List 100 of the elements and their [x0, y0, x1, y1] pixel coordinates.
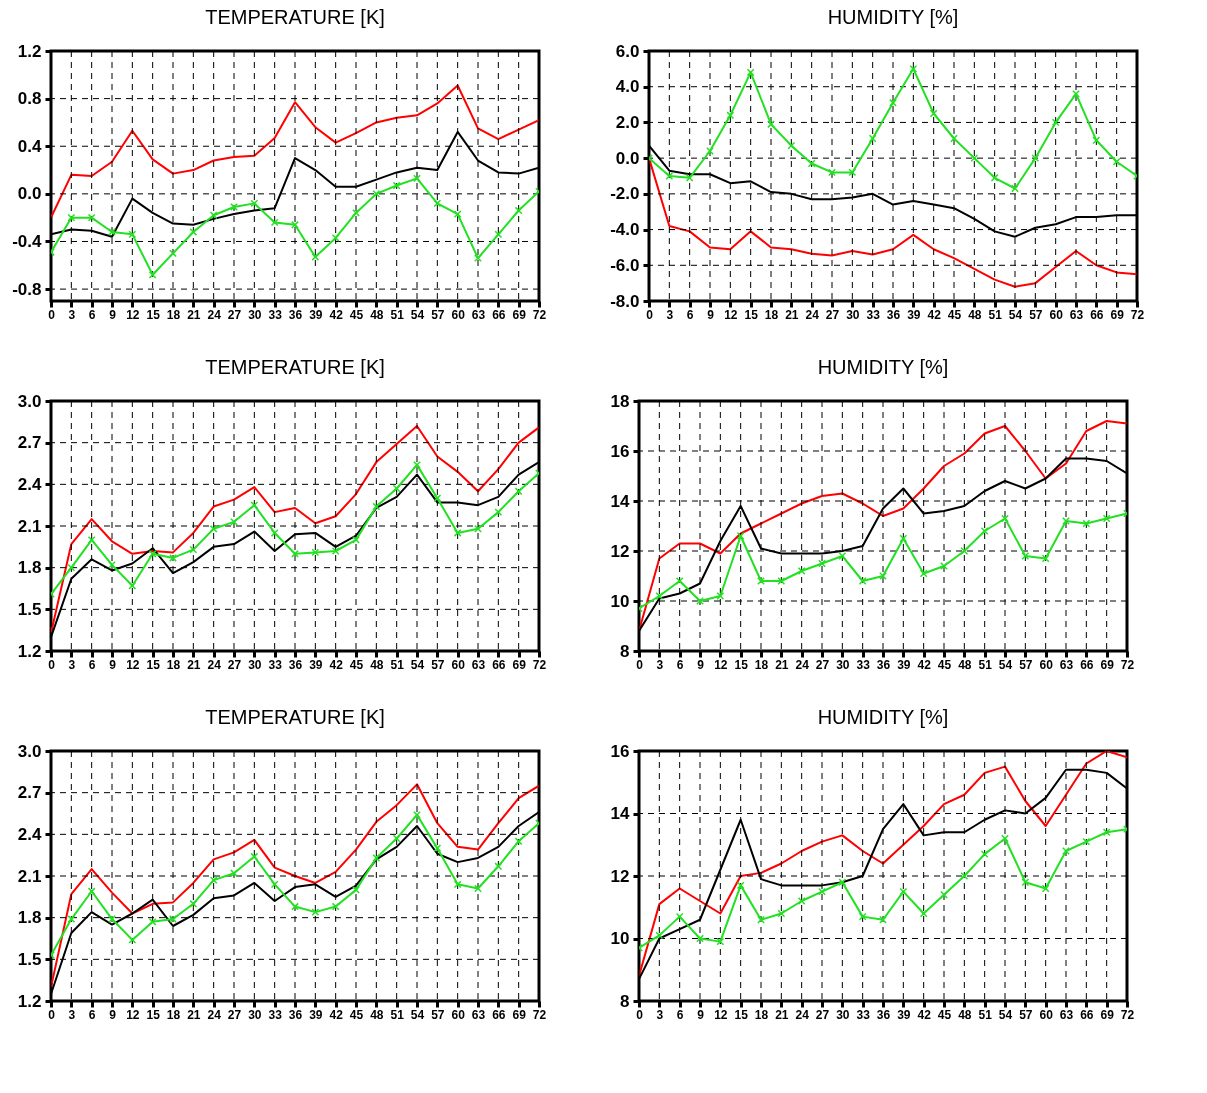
x-tick-label: 66	[1080, 1007, 1094, 1022]
y-tick-label: 14	[610, 804, 631, 823]
x-tick-label: 0	[48, 307, 56, 322]
x-tick-label: 45	[937, 1007, 952, 1022]
point	[716, 937, 725, 946]
x-tick-label: 51	[390, 307, 405, 322]
x-tick-label: 63	[471, 657, 486, 672]
x-tick-label: 24	[207, 657, 222, 672]
y-tick-label: 1.2	[17, 991, 42, 1011]
point	[696, 597, 704, 605]
x-tick-label: 24	[795, 657, 810, 672]
point	[726, 111, 735, 120]
x-tick-label: 63	[1059, 657, 1074, 672]
x-tick-label: 9	[697, 1007, 705, 1022]
x-tick-label: 21	[187, 307, 201, 322]
x-tick-label: 3	[68, 657, 76, 672]
x-tick-label: 60	[451, 657, 466, 672]
point	[453, 880, 462, 889]
y-tick-label: 16	[610, 441, 630, 461]
y-tick-label: 1.5	[17, 599, 42, 619]
x-tick-label: 69	[1100, 1007, 1115, 1022]
x-tick-label: 60	[1049, 307, 1064, 322]
x-tick-label: 57	[1029, 307, 1043, 322]
x-tick-label: 69	[512, 1007, 527, 1022]
point	[433, 199, 442, 208]
x-tick-label: 33	[866, 307, 881, 322]
x-tick-label: 66	[1080, 657, 1094, 672]
y-tick-label: 2.0	[615, 112, 640, 132]
y-tick-label: -0.8	[12, 279, 42, 299]
y-tick-label: 2.4	[17, 474, 43, 494]
x-tick-label: 18	[754, 657, 769, 672]
x-tick-label: 54	[998, 657, 1013, 672]
x-tick-label: 66	[492, 307, 506, 322]
x-tick-label: 60	[1039, 657, 1054, 672]
x-tick-label: 27	[825, 307, 840, 322]
x-tick-label: 24	[795, 1007, 810, 1022]
y-tick-label: -2.0	[610, 184, 640, 204]
y-tick-label: 0.0	[17, 184, 42, 204]
x-tick-label: 63	[1069, 307, 1084, 322]
x-tick-label: 57	[431, 1007, 445, 1022]
point	[1092, 136, 1101, 145]
x-tick-label: 54	[998, 1007, 1013, 1022]
point	[67, 213, 76, 222]
chart-title: TEMPERATURE [K]	[205, 356, 385, 378]
x-tick-label: 27	[227, 657, 242, 672]
x-tick-label: 69	[1100, 657, 1115, 672]
point	[87, 213, 96, 222]
x-tick-label: 36	[876, 657, 891, 672]
x-tick-label: 39	[309, 657, 323, 672]
x-tick-label: 9	[109, 1007, 117, 1022]
chart-title: TEMPERATURE [K]	[205, 6, 385, 28]
y-tick-label: -0.4	[12, 231, 43, 251]
x-tick-label: 30	[836, 1007, 850, 1022]
x-tick-label: 6	[88, 307, 96, 322]
x-tick-label: 18	[764, 307, 779, 322]
x-tick-label: 36	[288, 1007, 303, 1022]
x-tick-label: 15	[734, 1007, 749, 1022]
point	[940, 562, 948, 570]
x-tick-label: 24	[207, 1007, 222, 1022]
x-tick-label: 39	[907, 307, 921, 322]
x-tick-label: 6	[686, 307, 694, 322]
x-tick-label: 72	[1120, 1007, 1135, 1022]
x-tick-label: 27	[227, 1007, 242, 1022]
x-tick-label: 0	[636, 1007, 644, 1022]
point	[1062, 847, 1070, 855]
x-tick-label: 48	[370, 657, 384, 672]
y-tick-label: 3.0	[17, 741, 42, 761]
x-tick-label: 45	[349, 1007, 364, 1022]
point	[128, 581, 137, 590]
x-tick-label: 69	[512, 657, 527, 672]
x-tick-label: 66	[492, 1007, 506, 1022]
point	[250, 199, 259, 208]
line-series	[649, 157, 1137, 288]
point	[655, 931, 664, 940]
point	[169, 915, 177, 923]
point	[675, 912, 684, 921]
x-tick-label: 51	[978, 657, 993, 672]
x-tick-label: 6	[676, 1007, 684, 1022]
x-tick-label: 48	[958, 657, 972, 672]
y-tick-label: -8.0	[610, 291, 640, 311]
x-tick-label: 42	[329, 657, 344, 672]
x-tick-label: 48	[370, 1007, 384, 1022]
y-tick-label: 1.5	[17, 949, 42, 969]
x-tick-label: 39	[309, 1007, 323, 1022]
point	[128, 230, 137, 239]
x-tick-label: 27	[815, 657, 830, 672]
x-tick-label: 48	[370, 307, 384, 322]
x-tick-label: 36	[876, 1007, 891, 1022]
x-tick-label: 6	[88, 657, 96, 672]
point	[787, 141, 796, 150]
x-tick-label: 30	[248, 1007, 262, 1022]
x-tick-label: 24	[207, 307, 222, 322]
x-tick-label: 60	[451, 1007, 466, 1022]
y-tick-label: 12	[610, 866, 630, 886]
point	[1082, 837, 1091, 846]
x-tick-label: 33	[268, 657, 283, 672]
x-tick-label: 42	[329, 1007, 344, 1022]
x-tick-label: 15	[744, 307, 759, 322]
x-tick-label: 60	[1039, 1007, 1054, 1022]
point	[311, 548, 320, 557]
